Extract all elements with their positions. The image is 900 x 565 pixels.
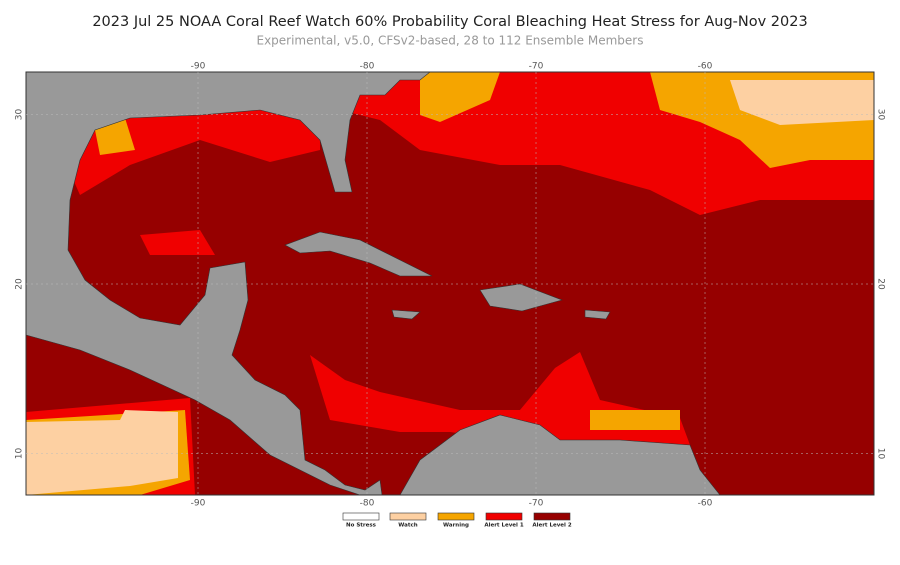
warning-area [95, 118, 135, 155]
lat-label: 30 [876, 109, 886, 121]
legend-label: Alert Level 2 [532, 523, 571, 529]
lon-label: -70 [529, 499, 544, 509]
lat-label: 30 [15, 109, 25, 121]
south-america [399, 414, 721, 495]
legend-label: No Stress [346, 523, 377, 529]
lon-label: -90 [191, 499, 206, 509]
legend-swatch [533, 512, 571, 521]
lat-label: 10 [876, 448, 886, 460]
lon-label: -70 [529, 62, 544, 72]
legend-label: Watch [398, 523, 417, 529]
legend-label: Alert Level 1 [484, 523, 523, 529]
lat-label: 20 [876, 278, 886, 290]
alert-1-area [140, 230, 215, 255]
lat-label: 10 [15, 448, 25, 460]
subtitle: Experimental, v5.0, CFSv2-based, 28 to 1… [256, 34, 643, 48]
lon-label: -80 [360, 499, 375, 509]
north-america [26, 72, 431, 495]
lon-label: -60 [698, 499, 713, 509]
legend-swatch [389, 512, 427, 521]
jamaica [391, 309, 421, 320]
cuba [284, 231, 433, 277]
warning-area [420, 72, 500, 122]
legend-swatch [437, 512, 475, 521]
lat-label: 20 [15, 278, 25, 290]
legend-swatch [485, 512, 523, 521]
title: 2023 Jul 25 NOAA Coral Reef Watch 60% Pr… [92, 14, 807, 30]
warning-area [590, 410, 680, 430]
watch-area [26, 410, 178, 495]
lon-label: -90 [191, 62, 206, 72]
legend-label: Warning [443, 523, 469, 529]
lon-label: -80 [360, 62, 375, 72]
watch-area [730, 80, 874, 125]
map [26, 72, 874, 495]
hispaniola [479, 283, 563, 312]
lon-label: -60 [698, 62, 713, 72]
map-frame [25, 71, 875, 496]
puerto-rico [584, 309, 611, 320]
legend-swatch [342, 512, 380, 521]
